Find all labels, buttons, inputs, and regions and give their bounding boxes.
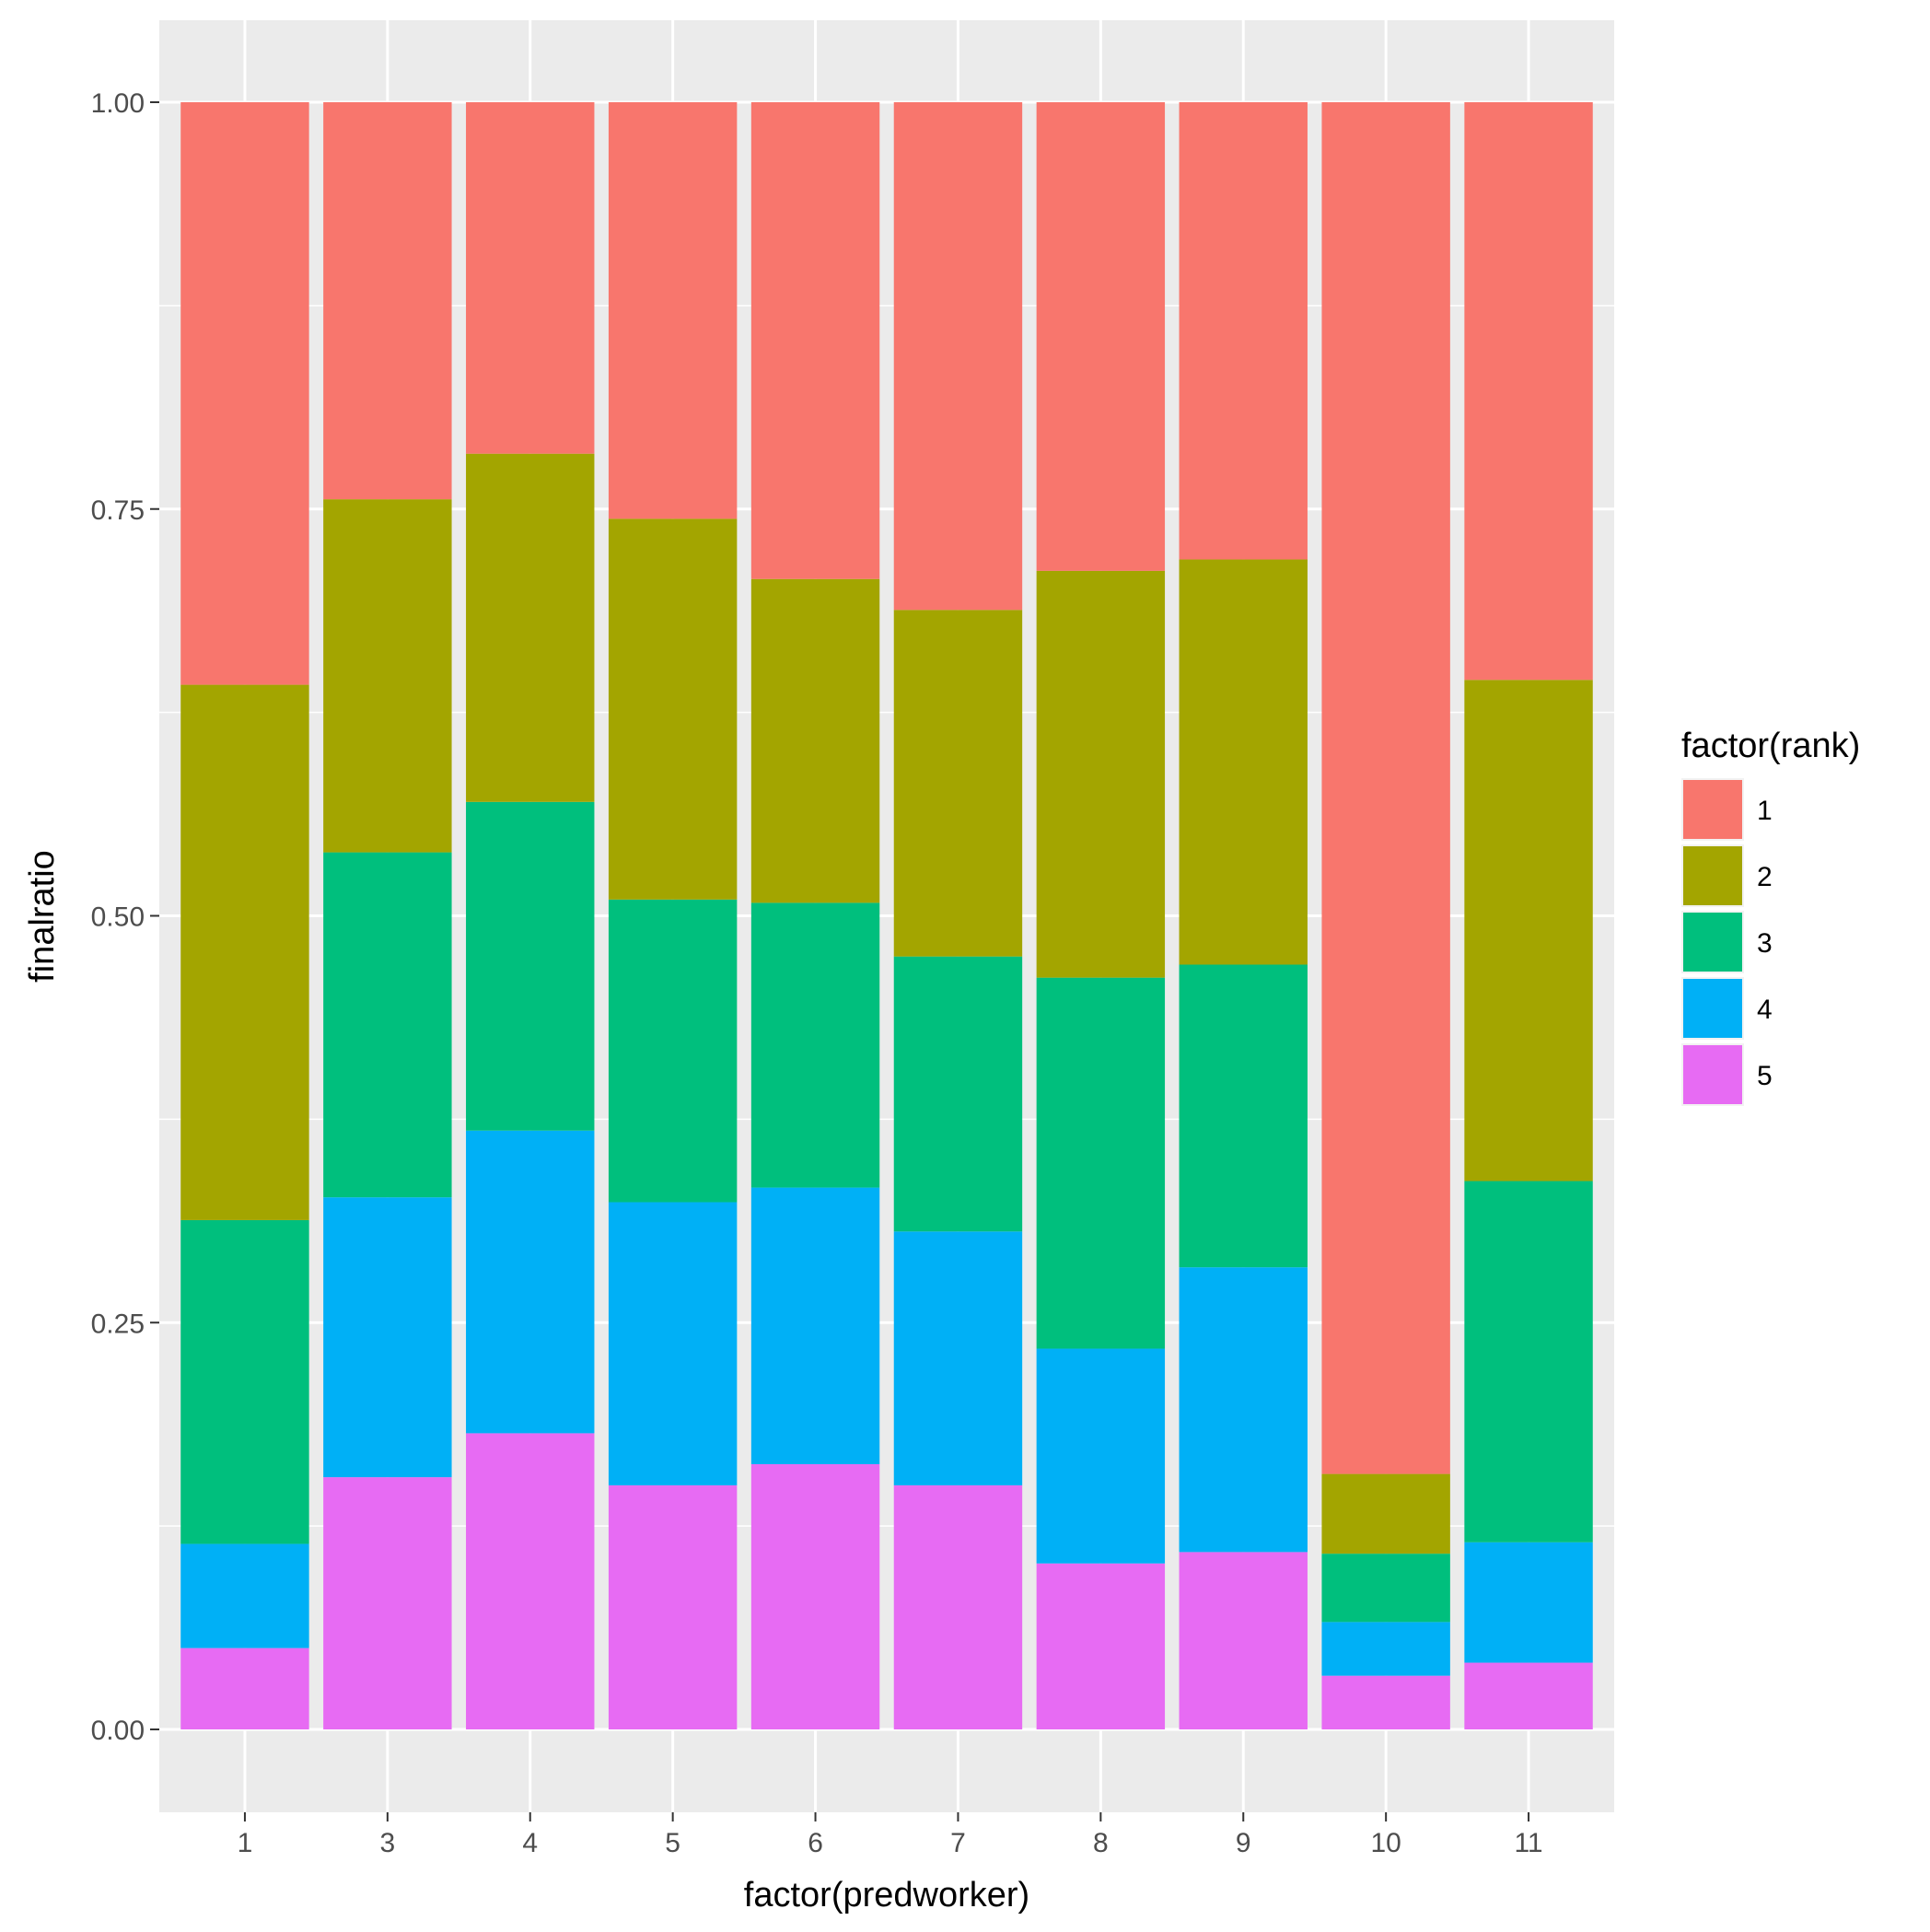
bar-segment-cat4-rank5 xyxy=(466,1433,595,1729)
bar-segment-cat6-rank3 xyxy=(750,902,880,1188)
bar-segment-cat1-rank2 xyxy=(180,684,309,1220)
legend-label-4: 4 xyxy=(1757,995,1773,1025)
legend-swatch-2 xyxy=(1683,846,1742,905)
bar-segment-cat11-rank1 xyxy=(1464,102,1593,681)
legend: factor(rank) 1 2 3 4 5 xyxy=(1681,727,1860,1106)
bar-segment-cat6-rank5 xyxy=(750,1463,880,1729)
legend-title: factor(rank) xyxy=(1681,727,1860,765)
y-axis-title: finalratio xyxy=(23,850,62,983)
bar-segment-cat3-rank2 xyxy=(323,499,452,853)
bar-segment-cat9-rank4 xyxy=(1179,1267,1308,1553)
bar-segment-cat6-rank2 xyxy=(750,578,880,903)
bar-segment-cat7-rank5 xyxy=(893,1484,1023,1729)
bar-segment-cat4-rank4 xyxy=(466,1130,595,1434)
bar-segment-cat11-rank2 xyxy=(1464,680,1593,1181)
bar-segment-cat8-rank3 xyxy=(1036,977,1166,1349)
bar-segment-cat1-rank5 xyxy=(180,1647,309,1729)
x-tick-label: 3 xyxy=(379,1828,395,1858)
bar-segment-cat4-rank1 xyxy=(466,102,595,454)
bar-segment-cat10-rank3 xyxy=(1321,1554,1450,1623)
bar-segment-cat11-rank3 xyxy=(1464,1181,1593,1542)
legend-label-1: 1 xyxy=(1757,796,1773,826)
bar-segment-cat6-rank1 xyxy=(750,102,880,579)
bar-segment-cat5-rank2 xyxy=(608,518,738,900)
bar-segment-cat10-rank2 xyxy=(1321,1473,1450,1554)
x-tick-label: 11 xyxy=(1514,1828,1542,1858)
x-tick-label: 7 xyxy=(950,1828,966,1858)
bar-segment-cat9-rank1 xyxy=(1179,102,1308,560)
y-tick-label: 0.25 xyxy=(91,1309,145,1339)
y-tick-label: 0.50 xyxy=(91,902,145,933)
y-tick-label: 1.00 xyxy=(91,88,145,119)
bar-segment-cat9-rank2 xyxy=(1179,559,1308,965)
bar-segment-cat9-rank3 xyxy=(1179,964,1308,1268)
bar-segment-cat8-rank2 xyxy=(1036,570,1166,978)
bar-segment-cat7-rank4 xyxy=(893,1231,1023,1485)
bar-segment-cat10-rank1 xyxy=(1321,102,1450,1474)
bar-segment-cat6-rank4 xyxy=(750,1187,880,1464)
bar-segment-cat7-rank1 xyxy=(893,102,1023,611)
legend-swatch-5 xyxy=(1683,1045,1742,1104)
x-tick-label: 1 xyxy=(238,1828,253,1858)
bar-segment-cat11-rank4 xyxy=(1464,1542,1593,1663)
x-tick-label: 8 xyxy=(1093,1828,1109,1858)
legend-label-5: 5 xyxy=(1757,1061,1773,1091)
bar-segment-cat7-rank3 xyxy=(893,956,1023,1232)
bar-segment-cat1-rank1 xyxy=(180,102,309,685)
y-tick-label: 0.00 xyxy=(91,1716,145,1746)
bar-segment-cat9-rank5 xyxy=(1179,1552,1308,1729)
bar-segment-cat5-rank1 xyxy=(608,102,738,519)
x-tick-label: 9 xyxy=(1236,1828,1251,1858)
legend-label-3: 3 xyxy=(1757,928,1773,959)
bar-segment-cat3-rank3 xyxy=(323,852,452,1198)
legend-swatch-4 xyxy=(1683,979,1742,1038)
bar-segment-cat5-rank4 xyxy=(608,1202,738,1485)
legend-swatch-3 xyxy=(1683,913,1742,972)
y-tick-label: 0.75 xyxy=(91,495,145,526)
x-axis-title: factor(predworker) xyxy=(744,1876,1029,1915)
bar-segment-cat10-rank5 xyxy=(1321,1675,1450,1729)
x-tick-label: 5 xyxy=(665,1828,680,1858)
bar-segment-cat8-rank1 xyxy=(1036,102,1166,571)
bar-segment-cat4-rank2 xyxy=(466,453,595,802)
bar-segment-cat5-rank5 xyxy=(608,1484,738,1729)
bar-segment-cat4-rank3 xyxy=(466,801,595,1131)
bars xyxy=(180,102,1593,1729)
x-axis: 1 3 4 5 6 7 8 9 10 11 xyxy=(238,1812,1543,1858)
bar-segment-cat1-rank3 xyxy=(180,1219,309,1544)
bar-segment-cat3-rank4 xyxy=(323,1197,452,1478)
bar-segment-cat7-rank2 xyxy=(893,610,1023,957)
y-axis: 0.00 0.25 0.50 0.75 1.00 xyxy=(91,88,159,1746)
bar-segment-cat5-rank3 xyxy=(608,899,738,1203)
x-tick-label: 6 xyxy=(808,1828,823,1858)
bar-segment-cat3-rank1 xyxy=(323,102,452,500)
bar-segment-cat8-rank4 xyxy=(1036,1348,1166,1564)
bar-segment-cat11-rank5 xyxy=(1464,1662,1593,1729)
bar-segment-cat3-rank5 xyxy=(323,1477,452,1729)
legend-label-2: 2 xyxy=(1757,862,1773,892)
bar-segment-cat10-rank4 xyxy=(1321,1622,1450,1676)
bar-segment-cat1-rank4 xyxy=(180,1543,309,1648)
legend-swatch-1 xyxy=(1683,780,1742,839)
x-tick-label: 10 xyxy=(1370,1828,1401,1858)
bar-segment-cat8-rank5 xyxy=(1036,1563,1166,1729)
x-tick-label: 4 xyxy=(522,1828,538,1858)
